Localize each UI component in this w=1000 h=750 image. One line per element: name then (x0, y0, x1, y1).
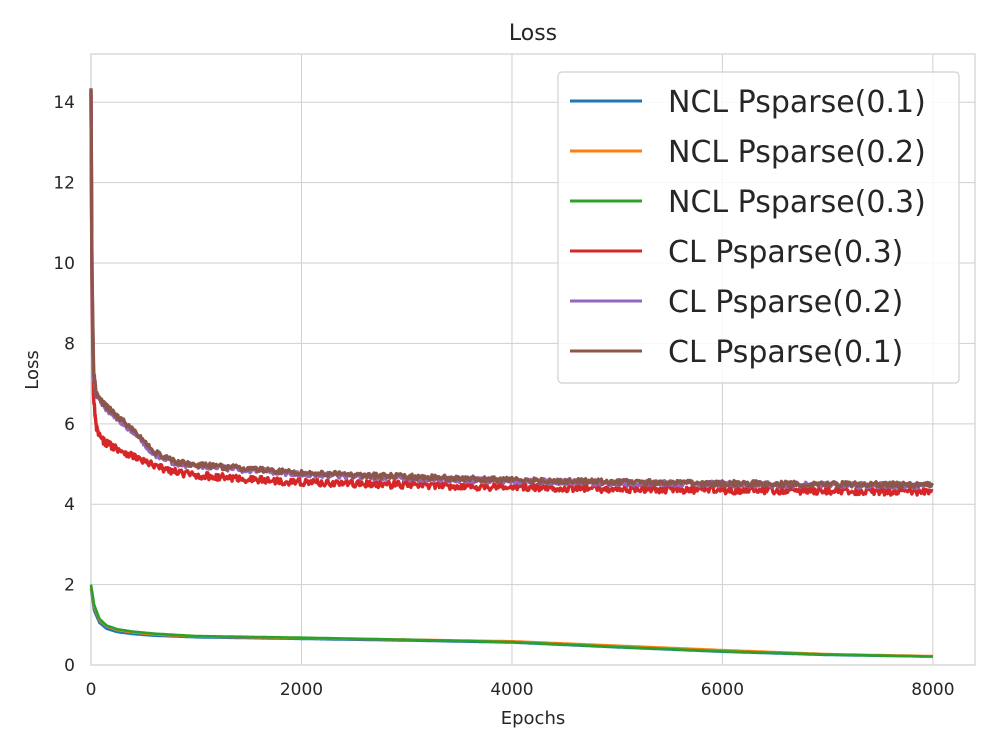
y-tick-label: 10 (53, 254, 75, 274)
series-layer (89, 88, 935, 658)
legend-entry: CL Psparse(0.1) (668, 335, 903, 370)
chart-title: Loss (509, 21, 557, 46)
legend-box (557, 71, 960, 384)
legend-entry: NCL Psparse(0.3) (668, 185, 926, 220)
y-tick-label: 12 (53, 174, 75, 194)
x-tick-label: 8000 (911, 680, 954, 700)
grid (90, 54, 975, 666)
series-line (89, 584, 934, 658)
tick-labels: 0 2000 4000 6000 8000 0 2 4 6 8 10 12 14 (53, 93, 954, 700)
y-tick-label: 6 (64, 415, 75, 435)
x-tick-label: 4000 (490, 680, 533, 700)
series-line (89, 94, 934, 497)
legend-entry: NCL Psparse(0.2) (668, 135, 926, 170)
x-tick-label: 0 (86, 680, 97, 700)
x-tick-label: 6000 (701, 680, 744, 700)
legend-entry: CL Psparse(0.2) (668, 285, 903, 320)
y-tick-label: 0 (64, 656, 75, 676)
x-axis-label: Epochs (501, 708, 566, 729)
legend-entry: NCL Psparse(0.1) (668, 85, 926, 120)
y-axis-label: Loss (22, 350, 43, 389)
y-tick-label: 14 (53, 93, 75, 113)
legend: NCL Psparse(0.1) NCL Psparse(0.2) NCL Pspa… (557, 71, 960, 384)
legend-entry: CL Psparse(0.3) (668, 235, 903, 270)
series-line (89, 88, 935, 490)
x-tick-label: 2000 (280, 680, 323, 700)
y-tick-label: 4 (64, 495, 75, 515)
y-tick-label: 8 (64, 334, 75, 354)
y-tick-label: 2 (64, 576, 75, 596)
